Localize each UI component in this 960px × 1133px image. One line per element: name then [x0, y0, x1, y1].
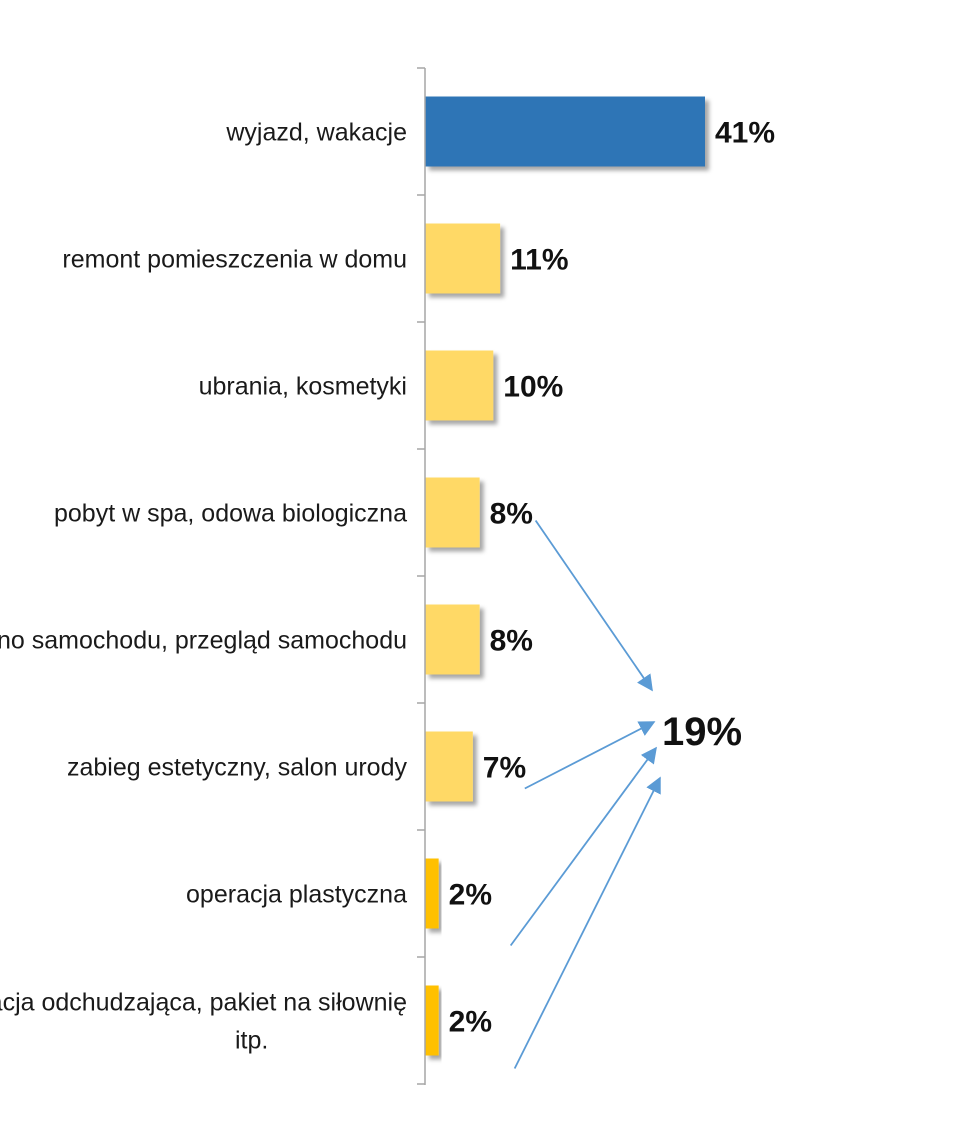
bars-layer: [425, 96, 705, 1056]
bar-5: [425, 604, 480, 675]
annotation-arrows: [509, 519, 661, 1069]
annotation-arrow-2: [524, 721, 656, 790]
annotation-arrow-4: [513, 776, 661, 1069]
category-label-8: kuracja odchudzająca, pakiet na siłownię…: [0, 989, 407, 1055]
category-label-1: wyjazd, wakacje: [225, 119, 407, 147]
category-label-5: kupno samochodu, przegląd samochodu: [0, 627, 407, 655]
category-label-2: remont pomieszczenia w domu: [62, 246, 407, 274]
value-label-3: 10%: [503, 371, 563, 404]
value-label-5: 8%: [490, 625, 533, 658]
bar-7: [425, 858, 439, 929]
bar-8: [425, 985, 439, 1056]
bar-1: [425, 96, 705, 167]
axis-ticks: [417, 67, 425, 1085]
summary-total-label: 19%: [662, 710, 742, 754]
value-labels: 41% 11% 10% 8% 8% 7% 2% 2%: [449, 117, 775, 1039]
annotation-arrow-1: [534, 519, 653, 692]
category-label-7: operacja plastyczna: [186, 881, 407, 909]
annotation-arrow-3: [509, 746, 657, 947]
value-label-8: 2%: [449, 1006, 492, 1039]
bar-3: [425, 350, 494, 421]
value-label-1: 41%: [715, 117, 775, 150]
category-label-3: ubrania, kosmetyki: [199, 373, 407, 401]
bar-6: [425, 731, 473, 802]
category-labels: wyjazd, wakacje remont pomieszczenia w do…: [0, 119, 407, 1055]
bar-2: [425, 223, 501, 294]
category-label-6: zabieg estetyczny, salon urody: [67, 754, 408, 782]
bar-4: [425, 477, 480, 548]
value-label-4: 8%: [490, 498, 533, 531]
category-label-4: pobyt w spa, odowa biologiczna: [54, 500, 407, 528]
value-label-7: 2%: [449, 879, 492, 912]
value-label-2: 11%: [510, 244, 568, 277]
value-label-6: 7%: [483, 752, 526, 785]
